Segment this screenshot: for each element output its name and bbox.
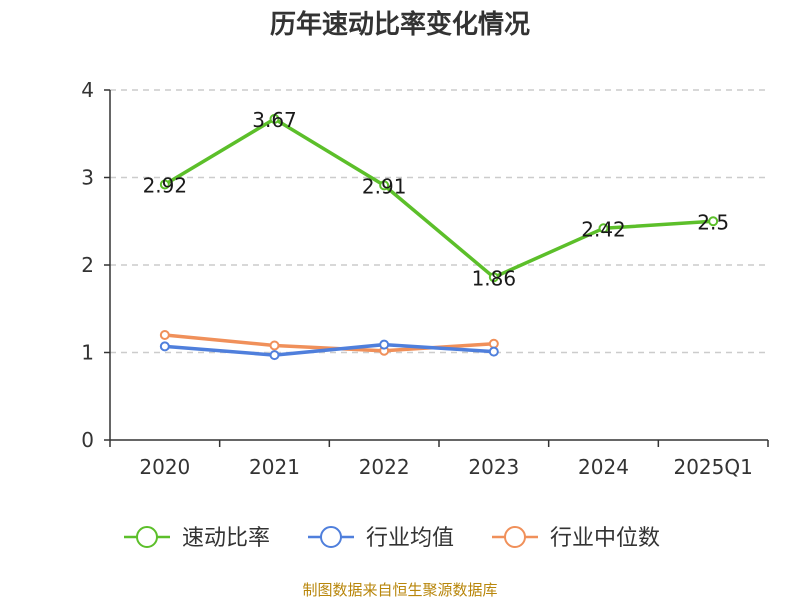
y-tick-label: 3 [81,166,94,190]
y-tick-label: 4 [81,78,94,102]
data-point [159,341,170,352]
data-point [159,179,170,190]
data-point [269,113,280,124]
series-layer: 2.92 3.67 2.91 1.86 2.42 2.5 [143,108,729,361]
data-point [488,272,499,283]
data-point [488,346,499,357]
data-point [379,180,390,191]
data-point [708,216,719,227]
y-tick-label: 1 [81,341,94,365]
y-tick-label: 2 [81,253,94,277]
y-tick-label: 0 [81,428,94,452]
data-label: 2.5 [697,210,729,234]
legend-marker [504,526,526,548]
data-point [488,338,499,349]
chart-title: 历年速动比率变化情况 [270,9,530,40]
legend-marker [136,526,158,548]
data-label: 3.67 [252,108,297,132]
data-label: 2.42 [581,217,626,241]
data-point [598,223,609,234]
legend-item: 速动比率 [124,526,270,551]
legend-item: 行业中位数 [492,526,660,551]
series-line-0 [163,117,714,280]
source-note: 制图数据来自恒生聚源数据库 [302,581,497,599]
data-point [269,340,280,351]
x-tick-label: 2024 [578,455,629,479]
legend-item: 行业均值 [308,526,454,551]
legend-label: 速动比率 [182,526,270,551]
grid-lines [110,89,768,354]
data-label: 2.91 [362,174,407,198]
x-tick-label: 2020 [139,455,190,479]
x-tick-label: 2022 [359,455,410,479]
legend-label: 行业均值 [366,526,454,551]
legend-label: 行业中位数 [550,526,660,551]
data-label: 1.86 [472,266,517,290]
series-line-1 [164,342,494,357]
legend: 速动比率 行业均值 行业中位数 [124,526,660,551]
x-tick-label: 2023 [468,455,519,479]
x-tick-label: 2021 [249,455,300,479]
data-label: 2.92 [143,174,188,198]
axes: 0 1 2 3 4 2020 2021 2022 2023 2024 2025Q1 [81,78,769,479]
legend-marker [320,526,342,548]
data-point [379,339,390,350]
data-point [269,350,280,361]
x-tick-label: 2025Q1 [673,455,752,479]
data-point [159,330,170,340]
